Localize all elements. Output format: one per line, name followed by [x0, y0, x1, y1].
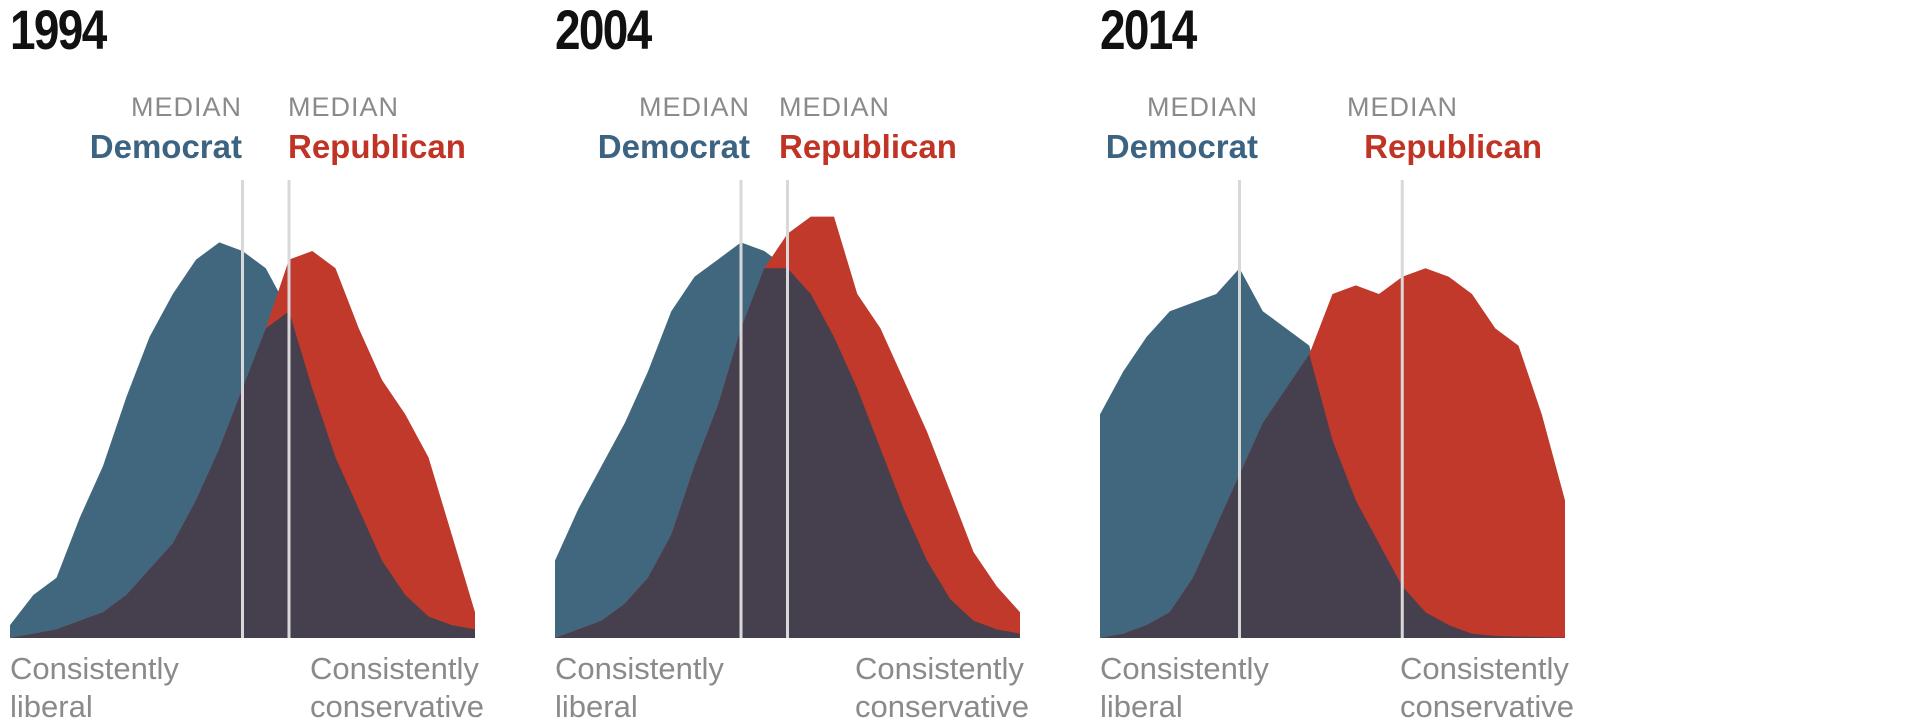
overlap-area	[1100, 354, 1565, 638]
median-label-democrat: MEDIAN	[638, 92, 750, 122]
republican-label: Republican	[288, 128, 466, 165]
distribution-chart	[10, 180, 475, 638]
median-label-democrat: MEDIAN	[130, 92, 242, 122]
chart-panel-2014: 2014 MEDIAN Democrat MEDIAN Republican C…	[1100, 0, 1720, 728]
median-label-republican: MEDIAN	[1346, 92, 1458, 122]
median-label-republican: MEDIAN	[779, 92, 891, 122]
median-label-democrat: MEDIAN	[1146, 92, 1258, 122]
chart-title: 1994	[10, 0, 107, 61]
axis-label-liberal: Consistently liberal	[1100, 651, 1269, 724]
axis-label-conservative: Consistently conservative	[855, 651, 1030, 724]
democrat-label: Democrat	[89, 128, 242, 165]
axis-label-conservative: Consistently conservative	[1400, 651, 1575, 724]
chart-panel-1994: 1994 MEDIAN Democrat MEDIAN Republican C…	[10, 0, 630, 728]
democrat-label: Democrat	[1105, 128, 1258, 165]
axis-label-liberal: Consistently liberal	[10, 651, 179, 724]
median-label-republican: MEDIAN	[288, 92, 400, 122]
distribution-chart	[555, 180, 1020, 638]
chart-panel-2004: 2004 MEDIAN Democrat MEDIAN Republican C…	[555, 0, 1175, 728]
axis-label-conservative: Consistently conservative	[310, 651, 485, 724]
republican-label: Republican	[779, 128, 957, 165]
democrat-label: Democrat	[597, 128, 750, 165]
distribution-chart	[1100, 180, 1565, 638]
republican-label: Republican	[1364, 128, 1542, 165]
axis-label-liberal: Consistently liberal	[555, 651, 724, 724]
chart-title: 2004	[555, 0, 652, 61]
chart-title: 2014	[1100, 0, 1197, 61]
